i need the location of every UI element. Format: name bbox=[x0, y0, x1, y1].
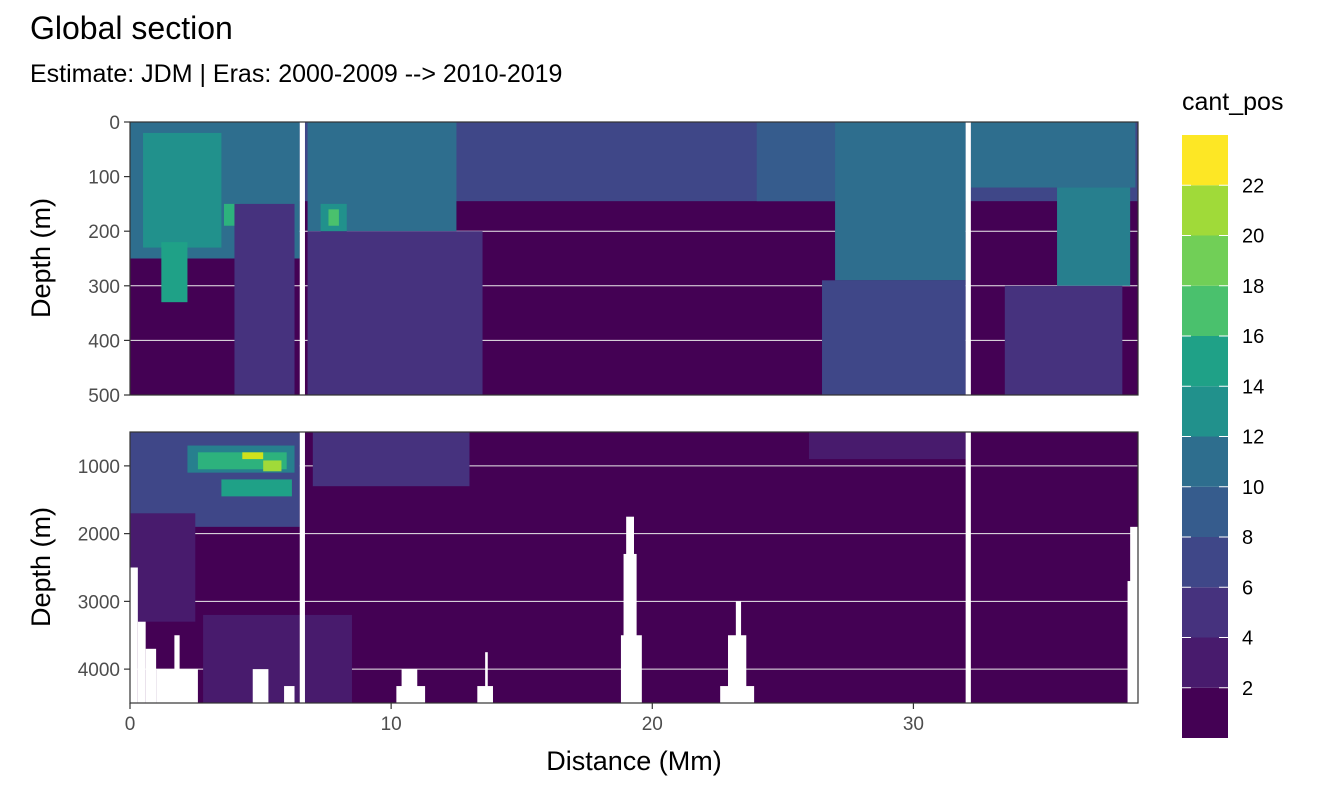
legend-break-label: 18 bbox=[1242, 276, 1264, 298]
x-tick-label: 0 bbox=[125, 714, 136, 735]
x-axis-label: Distance (Mm) bbox=[546, 746, 722, 776]
value-region bbox=[161, 242, 188, 303]
value-region bbox=[808, 432, 966, 460]
legend-break-label: 4 bbox=[1242, 628, 1253, 650]
data-gap bbox=[299, 432, 305, 703]
seafloor-column bbox=[174, 635, 180, 703]
seafloor-column bbox=[735, 601, 742, 703]
panel-upper-0-500m: 0 100 200 300 400 500 bbox=[88, 113, 1139, 407]
legend-color-step bbox=[1182, 436, 1228, 487]
y-tick-label: 1000 bbox=[78, 457, 120, 478]
seafloor-column bbox=[485, 652, 488, 703]
legend-break-label: 20 bbox=[1242, 226, 1264, 248]
legend-color-step bbox=[1182, 285, 1228, 336]
seafloor-column bbox=[401, 669, 418, 703]
value-region bbox=[970, 122, 1136, 188]
x-tick-label: 10 bbox=[381, 714, 402, 735]
y-tick-label: 200 bbox=[88, 222, 120, 243]
seafloor-column bbox=[130, 567, 138, 703]
value-region bbox=[1057, 187, 1131, 286]
legend-color-step bbox=[1182, 637, 1228, 688]
seafloor-column bbox=[626, 516, 634, 703]
value-region bbox=[203, 614, 352, 703]
y-tick-label: 500 bbox=[88, 386, 120, 407]
legend-color-step bbox=[1182, 235, 1228, 286]
value-region bbox=[263, 460, 282, 472]
legend-title: cant_pos bbox=[1182, 88, 1283, 116]
legend-color-step bbox=[1182, 537, 1228, 588]
seafloor-column bbox=[252, 669, 269, 703]
y-tick-label: 4000 bbox=[78, 660, 120, 681]
x-tick-label: 20 bbox=[642, 714, 663, 735]
y-axis-label-upper: Depth (m) bbox=[26, 198, 56, 318]
value-region bbox=[130, 513, 196, 622]
y-tick-label: 300 bbox=[88, 277, 120, 298]
legend-break-label: 10 bbox=[1242, 477, 1264, 499]
y-tick-label: 3000 bbox=[78, 592, 120, 613]
panel-body bbox=[130, 122, 1138, 395]
x-axis: 0 10 20 30 bbox=[125, 703, 924, 735]
legend-color-step bbox=[1182, 587, 1228, 638]
chart-subtitle: Estimate: JDM | Eras: 2000-2009 --> 2010… bbox=[30, 60, 563, 88]
value-region bbox=[835, 122, 966, 281]
y-tick-label: 400 bbox=[88, 331, 120, 352]
y-axis-label-lower: Depth (m) bbox=[26, 507, 56, 627]
value-region bbox=[328, 209, 339, 226]
legend-color-step bbox=[1182, 185, 1228, 236]
panel-body bbox=[130, 432, 1138, 703]
value-region bbox=[312, 432, 470, 487]
legend-break-label: 14 bbox=[1242, 376, 1264, 398]
legend-color-step bbox=[1182, 687, 1228, 738]
value-region bbox=[1004, 285, 1123, 395]
value-region bbox=[221, 479, 292, 497]
legend-color-step bbox=[1182, 336, 1228, 387]
legend-color-step bbox=[1182, 486, 1228, 537]
data-gap bbox=[965, 122, 971, 395]
seafloor-column bbox=[137, 621, 146, 703]
value-region bbox=[822, 280, 966, 395]
value-region bbox=[143, 132, 222, 248]
chart-title: Global section bbox=[30, 10, 233, 46]
y-tick-label: 2000 bbox=[78, 525, 120, 546]
legend-break-label: 2 bbox=[1242, 678, 1253, 700]
seafloor-column bbox=[145, 648, 157, 703]
y-tick-label: 100 bbox=[88, 168, 120, 189]
seafloor-column bbox=[1130, 526, 1138, 703]
legend-break-label: 16 bbox=[1242, 326, 1264, 348]
data-gap bbox=[299, 122, 305, 395]
legend-break-label: 6 bbox=[1242, 577, 1253, 599]
value-region bbox=[307, 231, 483, 395]
value-region bbox=[242, 452, 264, 460]
data-gap bbox=[965, 432, 971, 703]
x-tick-label: 30 bbox=[903, 714, 924, 735]
panel-frame bbox=[129, 431, 1139, 704]
seafloor-column bbox=[284, 686, 295, 703]
value-region bbox=[234, 203, 295, 395]
legend-break-label: 8 bbox=[1242, 527, 1253, 549]
panel-lower-500-4500m: 1000 2000 3000 4000 bbox=[78, 431, 1139, 704]
legend-break-label: 22 bbox=[1242, 175, 1264, 197]
legend-break-label: 12 bbox=[1242, 427, 1264, 449]
y-tick-label: 0 bbox=[109, 113, 120, 134]
colorbar-legend: cant_pos 2 4 6 8 10 12 14 16 18 20 22 bbox=[1182, 88, 1283, 738]
panel-frame bbox=[129, 121, 1139, 396]
legend-color-step bbox=[1182, 386, 1228, 437]
legend-color-step bbox=[1182, 135, 1228, 186]
